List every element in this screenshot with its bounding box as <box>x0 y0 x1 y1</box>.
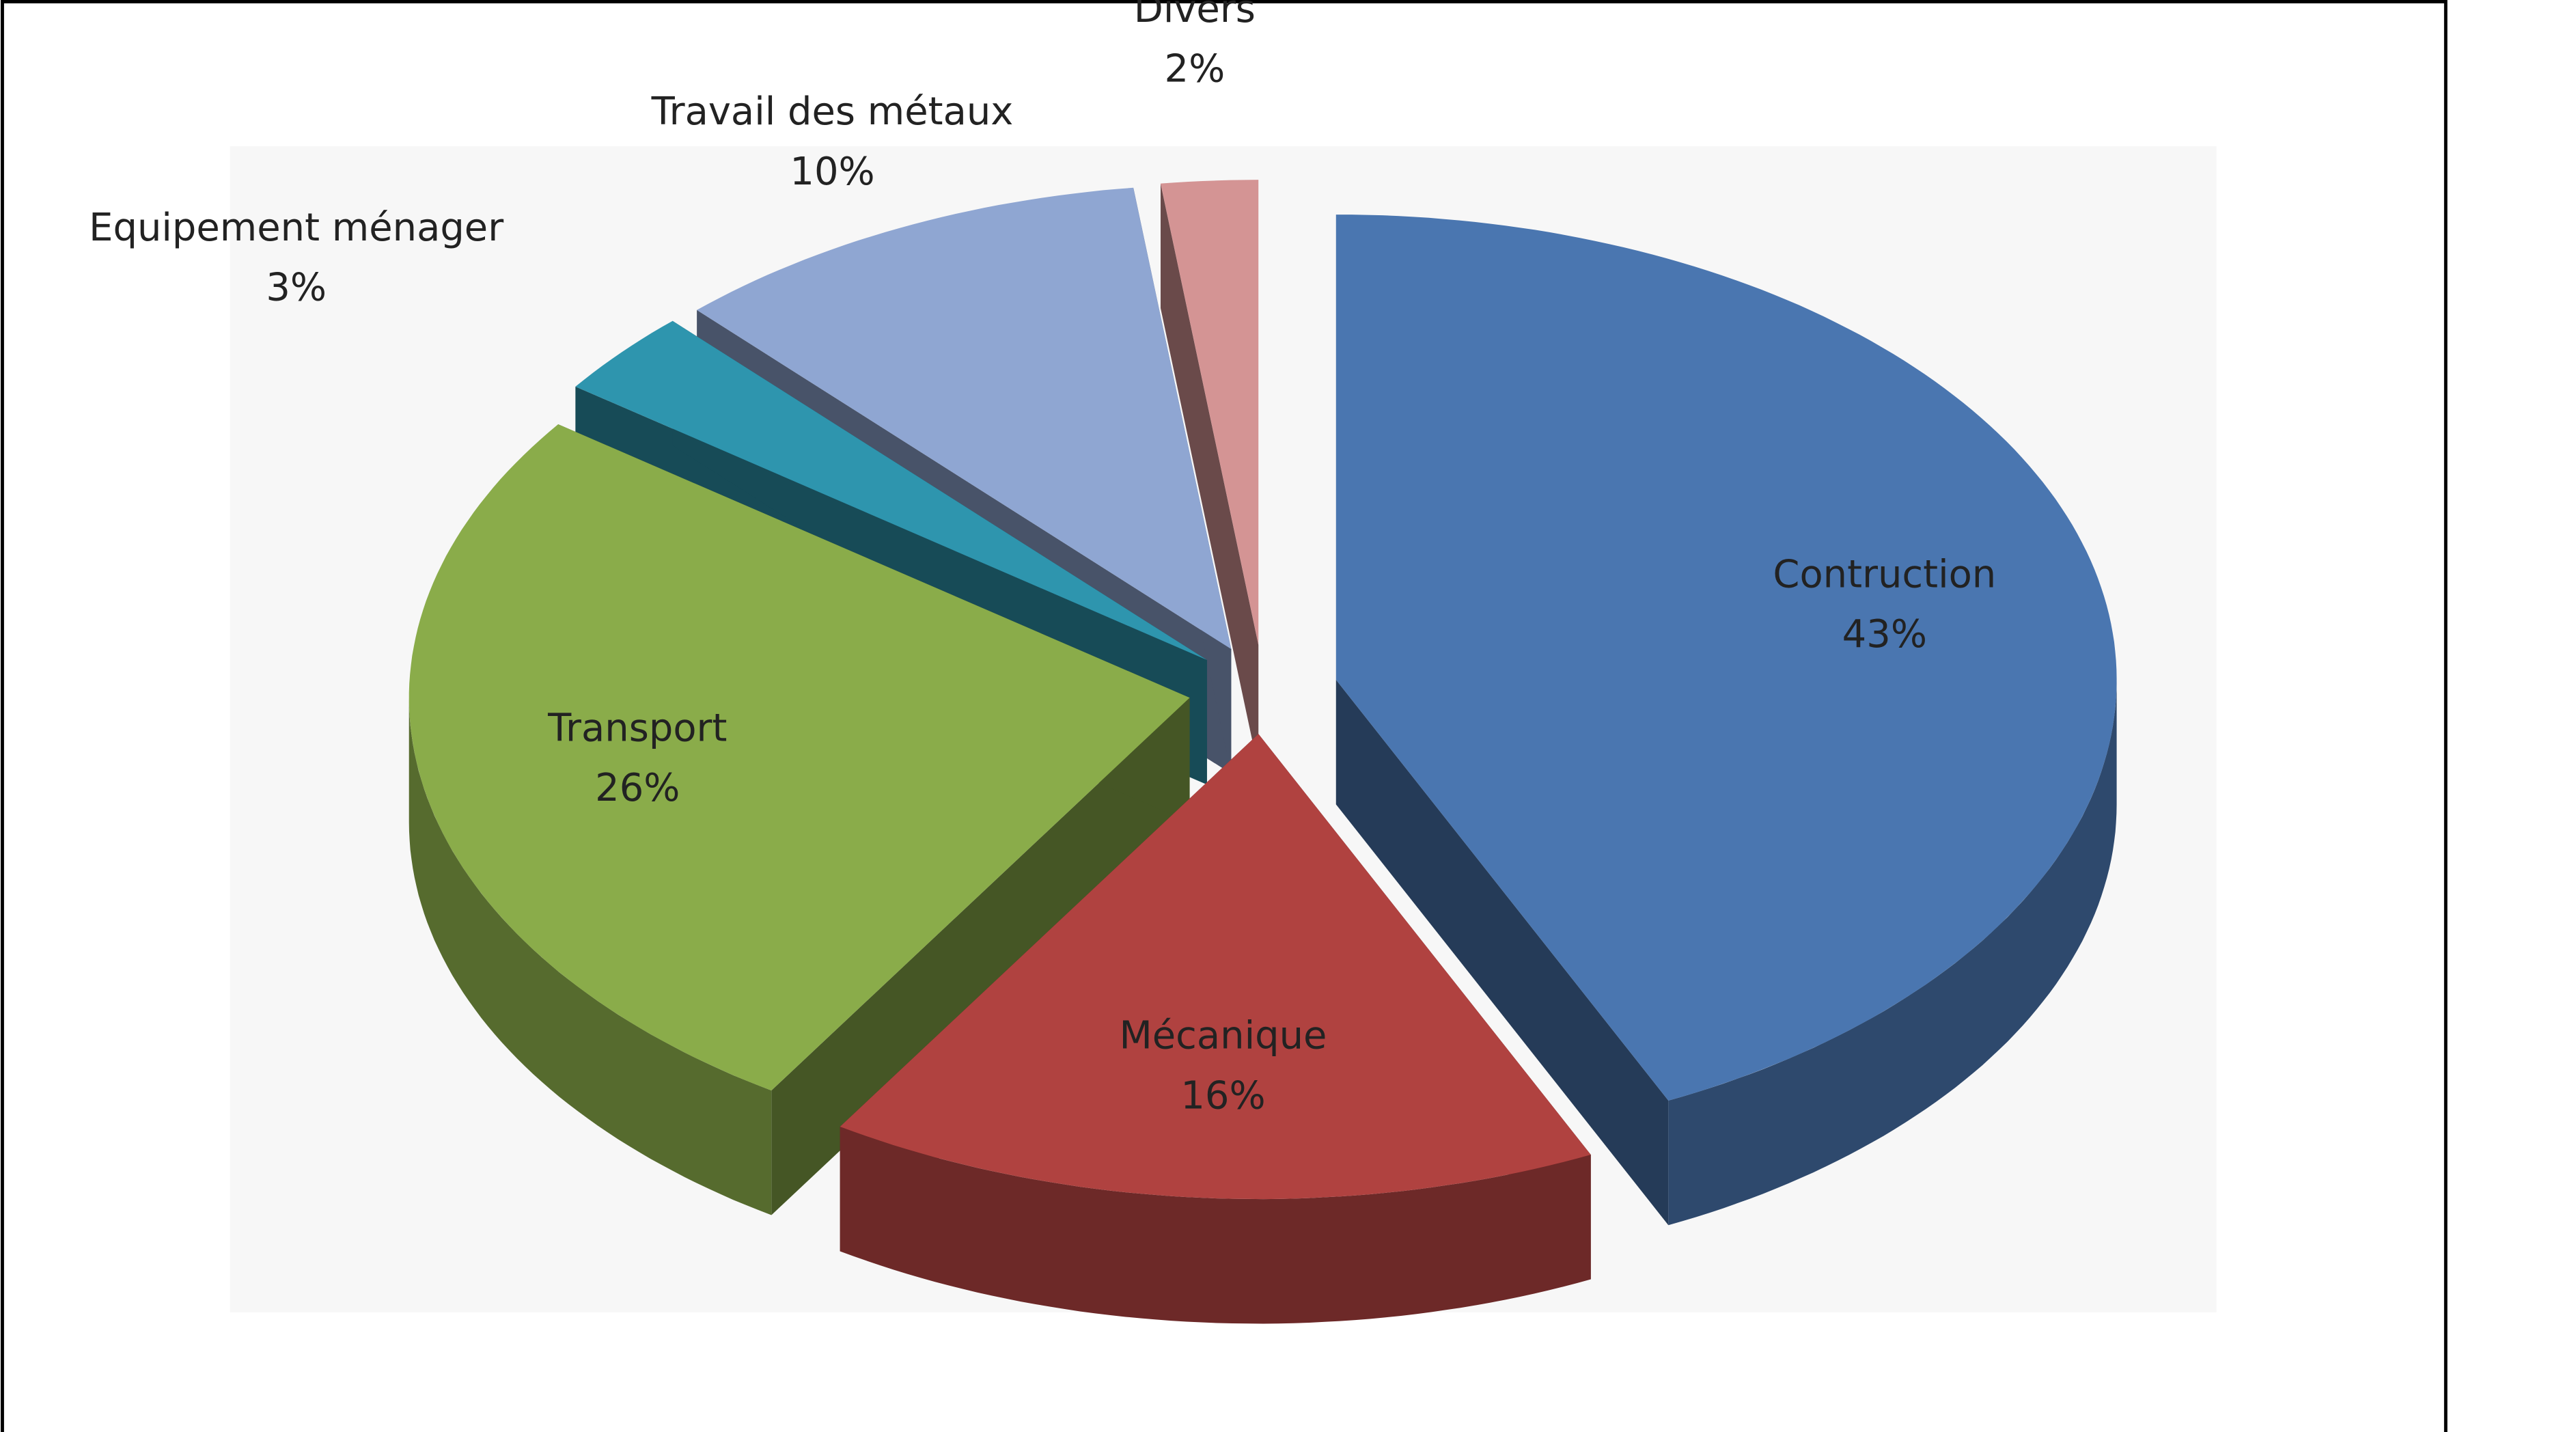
value-label: 16% <box>1180 1073 1265 1118</box>
slice-top <box>1335 215 2117 1101</box>
slice <box>408 424 1190 1215</box>
slice-label: Travail des métaux <box>651 90 1014 134</box>
slice-wall <box>840 1127 1591 1324</box>
slice-label: Transport <box>547 706 727 751</box>
slice-side <box>1335 679 1669 1226</box>
slice-top <box>408 424 1190 1091</box>
slice-top <box>1160 180 1259 645</box>
slice-wall <box>408 698 772 1215</box>
slice-label: Contruction <box>1773 552 1996 596</box>
slice-top <box>697 187 1232 650</box>
labels: Contruction 43% Mécanique 16% Transport 26% Eq… <box>89 0 1996 1118</box>
value-label: 10% <box>790 150 874 194</box>
slice <box>1160 180 1259 770</box>
slice-top <box>840 734 1591 1200</box>
slice <box>1335 215 2117 1226</box>
value-label: 43% <box>1842 612 1927 657</box>
slice-label: Mécanique <box>1120 1014 1327 1058</box>
slice-side <box>771 698 1190 1215</box>
slice-wall <box>1668 679 2117 1226</box>
slice-label: Equipement ménager <box>89 206 503 250</box>
value-label: 2% <box>1165 47 1225 92</box>
slice-side <box>1160 183 1259 770</box>
value-label: 26% <box>595 766 680 810</box>
slice-top <box>575 320 1207 661</box>
pie <box>408 180 2117 1324</box>
slice-label: Divers <box>1134 0 1256 31</box>
value-label: 3% <box>266 266 327 310</box>
slice <box>840 734 1591 1324</box>
